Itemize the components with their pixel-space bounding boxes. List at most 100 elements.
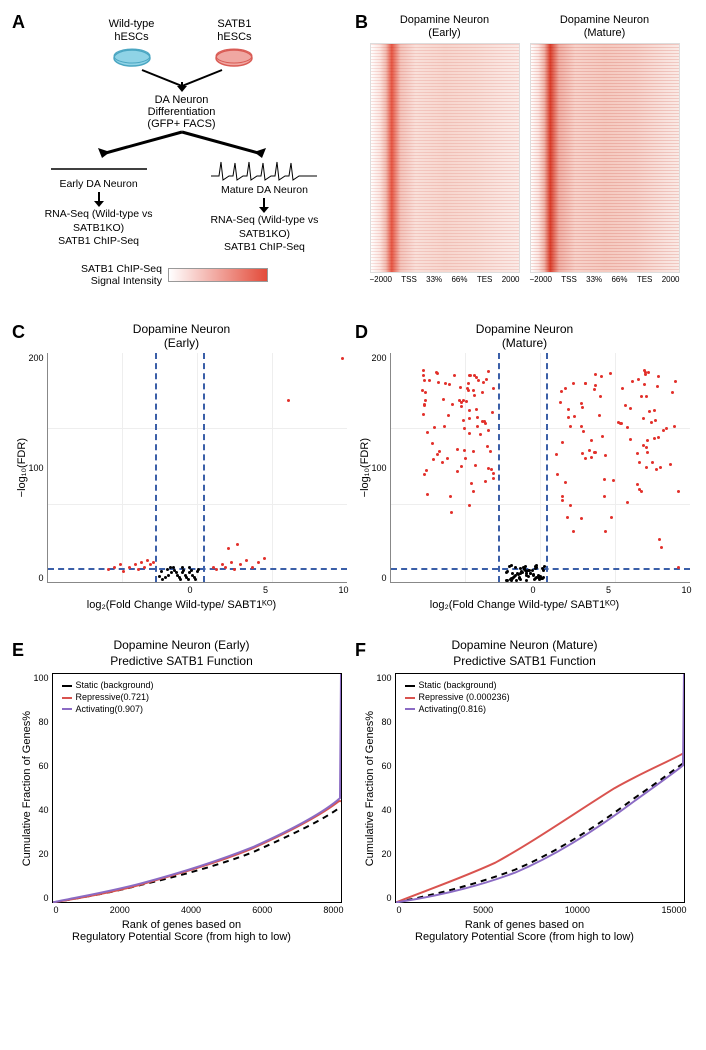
panel-c-plot-wrap: −log₁₀(FDR) 200 100 0: [16, 353, 346, 583]
panel-d-xticks: . 0 5 10: [392, 585, 692, 595]
ytick: 200: [28, 353, 43, 363]
xtick: TSS: [401, 275, 417, 284]
ytick: 0: [33, 893, 48, 903]
heatmaps: Dopamine Neuron (Early) −2000 TSS 33% 66…: [370, 10, 680, 284]
panel-e-xticks: 0 2000 4000 6000 8000: [54, 905, 344, 915]
panel-d-ylabel: −log₁₀(FDR): [359, 438, 371, 497]
panel-f-plot-wrap: Cumulative Fraction of Genes% 100 80 60 …: [364, 673, 684, 903]
panel-f-xticks: 0 5000 10000 15000: [397, 905, 687, 915]
ytick: 100: [376, 673, 391, 683]
panel-f-yticks: 100 80 60 40 20 0: [376, 673, 391, 903]
xtick: 4000: [181, 905, 201, 915]
chip-legend-text: SATB1 ChIP-Seq Signal Intensity: [81, 263, 162, 287]
heatmap-mature-col: Dopamine Neuron (Mature) −2000 TSS 33% 6…: [530, 14, 680, 284]
ytick: 100: [33, 673, 48, 683]
legend-activating: Activating(0.907): [76, 704, 144, 716]
wt-dish-icon: [112, 46, 152, 68]
spike-trace-icon: [209, 160, 319, 184]
heatmap-early-title: Dopamine Neuron (Early): [400, 14, 489, 40]
heatmap-mature-xticks: −2000 TSS 33% 66% TES 2000: [530, 275, 680, 284]
heatmap-early: [370, 43, 520, 273]
panel-c-label: C: [12, 322, 25, 343]
panel-d-title: Dopamine Neuron (Mature): [476, 322, 573, 351]
ytick: 20: [33, 849, 48, 859]
panel-c-title: Dopamine Neuron (Early): [133, 322, 230, 351]
panel-c-ylabel: −log₁₀(FDR): [16, 438, 28, 497]
arrow-down-icon: [257, 198, 271, 214]
panel-f-ylabel: Cumulative Fraction of Genes%: [364, 711, 376, 866]
xtick: 66%: [451, 275, 467, 284]
panel-d-volcano: [390, 353, 690, 583]
panel-c: C Dopamine Neuron (Early) −log₁₀(FDR) 20…: [10, 320, 353, 620]
legend-repressive: Repressive(0.721): [76, 692, 150, 704]
panel-d-yticks: 200 100 0: [371, 353, 386, 583]
ytick: 0: [376, 893, 391, 903]
mature-title: Mature DA Neuron: [221, 184, 308, 198]
xtick: 0: [530, 585, 535, 595]
diff-box: DA Neuron Differentiation (GFP+ FACS): [147, 94, 215, 130]
panel-c-yticks: 200 100 0: [28, 353, 43, 583]
arrow-down-icon: [92, 192, 106, 208]
panel-e-xlabel: Rank of genes based on Regulatory Potent…: [72, 919, 291, 943]
legend-repressive: Repressive (0.000236): [419, 692, 510, 704]
chip-legend: SATB1 ChIP-Seq Signal Intensity: [10, 263, 353, 287]
xtick: TES: [637, 275, 653, 284]
row-ef: E Dopamine Neuron (Early) Predictive SAT…: [10, 638, 696, 958]
panel-e-yticks: 100 80 60 40 20 0: [33, 673, 48, 903]
ytick: 100: [28, 463, 43, 473]
panel-c-volcano: [47, 353, 347, 583]
ytick: 0: [28, 573, 43, 583]
xtick: 2000: [110, 905, 130, 915]
panel-d-label: D: [355, 322, 368, 343]
wt-dish-label: Wild-type hESCs: [109, 18, 155, 44]
xtick: 6000: [252, 905, 272, 915]
mature-readout1: RNA-Seq (Wild-type vs SATB1KO): [188, 214, 341, 241]
ko-dish-icon: [214, 46, 254, 68]
xtick: 0: [54, 905, 59, 915]
xtick: TSS: [561, 275, 577, 284]
panel-f: F Dopamine Neuron (Mature) Predictive SA…: [353, 638, 696, 958]
dishes-row: Wild-type hESCs SATB1 hESCs: [109, 18, 255, 68]
panel-b: B Dopamine Neuron (Early) −2000 TSS 33% …: [353, 10, 696, 310]
workflow-diagram: Wild-type hESCs SATB1 hESCs: [10, 10, 353, 287]
panel-e-plot-wrap: Cumulative Fraction of Genes% 100 80 60 …: [21, 673, 341, 903]
panel-f-xlabel: Rank of genes based on Regulatory Potent…: [415, 919, 634, 943]
panel-a: A Wild-type hESCs SATB1 hESCs: [10, 10, 353, 310]
xtick: −2000: [530, 275, 552, 284]
ytick: 40: [33, 805, 48, 815]
early-readout1: RNA-Seq (Wild-type vs SATB1KO): [22, 208, 175, 235]
mature-branch: Mature DA Neuron RNA-Seq (Wild-type vs S…: [188, 160, 341, 255]
panel-b-label: B: [355, 12, 368, 33]
ytick: 200: [371, 353, 386, 363]
branch-row: Early DA Neuron RNA-Seq (Wild-type vs SA…: [10, 160, 353, 255]
early-title: Early DA Neuron: [59, 178, 137, 192]
figure: A Wild-type hESCs SATB1 hESCs: [10, 10, 696, 958]
panel-e-beta-plot: Static (background) Repressive(0.721) Ac…: [52, 673, 342, 903]
panel-e-ylabel: Cumulative Fraction of Genes%: [21, 711, 33, 866]
ytick: 80: [376, 717, 391, 727]
panel-f-legend: Static (background) Repressive (0.000236…: [402, 678, 513, 717]
panel-e-title: Dopamine Neuron (Early) Predictive SATB1…: [110, 638, 253, 669]
xtick: 0: [397, 905, 402, 915]
xtick: 10000: [565, 905, 590, 915]
legend-static: Static (background): [76, 680, 154, 692]
panel-e-legend: Static (background) Repressive(0.721) Ac…: [59, 678, 157, 717]
heatmap-mature-title: Dopamine Neuron (Mature): [560, 14, 649, 40]
xtick: 5000: [473, 905, 493, 915]
ko-dish-label: SATB1 hESCs: [217, 18, 251, 44]
ytick: 80: [33, 717, 48, 727]
early-readout2: SATB1 ChIP-Seq: [58, 235, 139, 249]
xtick: 15000: [661, 905, 686, 915]
panel-c-xticks: . 0 5 10: [49, 585, 349, 595]
split-arrow-icon: [72, 130, 292, 160]
xtick: 33%: [586, 275, 602, 284]
heatmap-early-xticks: −2000 TSS 33% 66% TES 2000: [370, 275, 520, 284]
panel-a-label: A: [12, 12, 25, 33]
ytick: 100: [371, 463, 386, 473]
panel-f-label: F: [355, 640, 366, 661]
xtick: 5: [263, 585, 268, 595]
heatmap-early-col: Dopamine Neuron (Early) −2000 TSS 33% 66…: [370, 14, 520, 284]
xtick: 2000: [662, 275, 680, 284]
panel-e: E Dopamine Neuron (Early) Predictive SAT…: [10, 638, 353, 958]
panel-f-title: Dopamine Neuron (Mature) Predictive SATB…: [451, 638, 597, 669]
